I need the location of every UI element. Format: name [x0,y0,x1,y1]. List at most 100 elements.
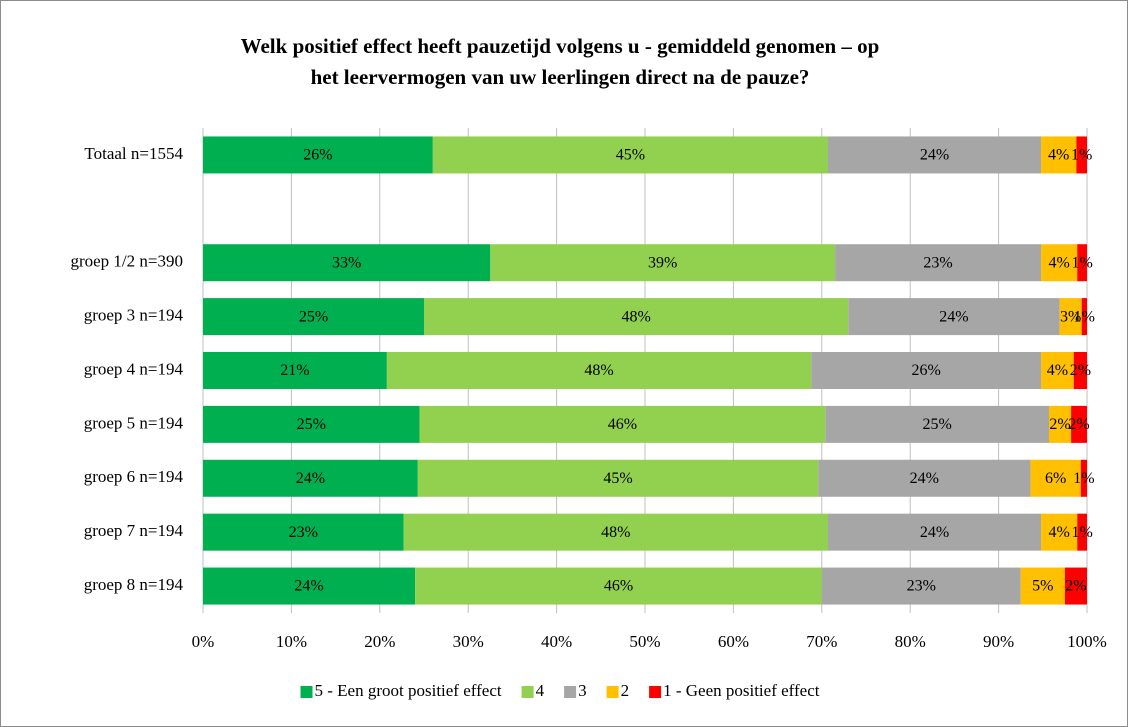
data-label: 39% [648,254,677,271]
bar-segment [432,136,828,174]
chart-title: het leervermogen van uw leerlingen direc… [311,65,810,89]
data-label: 46% [608,416,637,433]
bar-segment [1081,298,1087,336]
bar-segment [490,244,836,282]
bar-segment [1064,567,1087,605]
bar-segment [203,352,387,389]
bar-segment [415,567,822,605]
legend-swatch [606,686,619,698]
data-label: 25% [922,416,951,433]
bar-segment [1076,136,1087,174]
x-tick-label: 60% [718,632,749,651]
y-tick-label: groep 3 n=194 [84,306,184,325]
y-tick-label: groep 1/2 n=390 [70,252,183,271]
data-label: 5% [1032,578,1053,595]
bar-segment [1077,244,1087,282]
bars [203,136,1087,605]
bar-segment [1041,136,1077,174]
data-label: 48% [584,362,613,379]
bar-segment [203,298,424,336]
data-label: 45% [616,147,645,164]
bar-segment [203,244,491,282]
bar-segment [203,405,420,443]
data-label: 1% [1073,470,1094,487]
data-label: 2% [1068,416,1089,433]
labels: 0% 10% 20% 30% 40% 50% 60% 70% 80% 90% 100% Totaal … [70,144,1106,700]
data-label: 1% [1074,308,1095,325]
bar-segment [1041,352,1074,389]
bar-segment [424,298,849,336]
legend-label: 1 - Geen positief effect [663,681,820,700]
bar-segment [821,567,1021,605]
data-label: 2% [1070,362,1091,379]
x-tick-label: 0% [192,632,215,651]
data-label: 3% [1060,308,1081,325]
data-label: 23% [923,254,952,271]
bar-segment [835,244,1042,282]
data-label: 25% [299,308,328,325]
x-tick-label: 80% [895,632,926,651]
bar-segment [848,298,1060,336]
bar-segment [417,459,819,497]
x-tick-label: 20% [364,632,395,651]
bar-segment [825,405,1049,443]
data-label: 2% [1065,578,1086,595]
data-label: 45% [603,470,632,487]
data-label: 33% [332,254,361,271]
data-label: 1% [1071,147,1092,164]
data-label: 4% [1048,524,1069,541]
bar-segment [827,136,1042,174]
data-label: 25% [297,416,326,433]
bar-segment [1041,513,1078,551]
data-label: 46% [604,578,633,595]
bar-segment [1020,567,1065,605]
data-label: 24% [920,147,949,164]
bar-segment [203,459,418,497]
chart-title: Welk positief effect heeft pauzetijd vol… [241,34,880,58]
x-tick-label: 40% [541,632,572,651]
data-label: 1% [1071,524,1092,541]
bar-segment [1030,459,1081,497]
bar-segment [1041,244,1078,282]
legend-swatch [564,686,577,698]
bar-segment [811,352,1042,389]
y-tick-label: groep 6 n=194 [84,467,184,486]
x-tick-label: 100% [1067,632,1107,651]
y-tick-label: groep 4 n=194 [84,359,184,378]
data-label: 48% [621,308,650,325]
bar-segment [1048,405,1072,443]
legend-swatch [300,686,313,698]
data-label: 24% [939,308,968,325]
bar-segment [203,513,404,551]
bar-segment [827,513,1042,551]
data-label: 21% [280,362,309,379]
data-label: 26% [911,362,940,379]
data-label: 26% [303,147,332,164]
legend-label: 4 [536,681,545,700]
x-tick-label: 90% [983,632,1014,651]
y-tick-label: groep 7 n=194 [84,521,184,540]
bar-segment [818,459,1031,497]
data-label: 48% [601,524,630,541]
data-label: 24% [296,470,325,487]
data-label: 2% [1049,416,1070,433]
data-label: 23% [289,524,318,541]
data-label: 4% [1047,362,1068,379]
x-tick-label: 30% [453,632,484,651]
bar-segment [403,513,828,551]
data-label: 4% [1048,254,1069,271]
data-label: 24% [910,470,939,487]
x-tick-label: 70% [806,632,837,651]
bar-segment [203,136,433,174]
bar-segment [1077,513,1087,551]
data-label: 6% [1045,470,1066,487]
legend-label: 5 - Een groot positief effect [315,681,502,700]
bar-segment [1059,298,1082,336]
data-label: 24% [920,524,949,541]
y-tick-label: groep 5 n=194 [84,413,184,432]
bar-segment [1080,459,1087,497]
data-label: 23% [907,578,936,595]
data-label: 1% [1071,254,1092,271]
bar-segment [1073,352,1087,389]
